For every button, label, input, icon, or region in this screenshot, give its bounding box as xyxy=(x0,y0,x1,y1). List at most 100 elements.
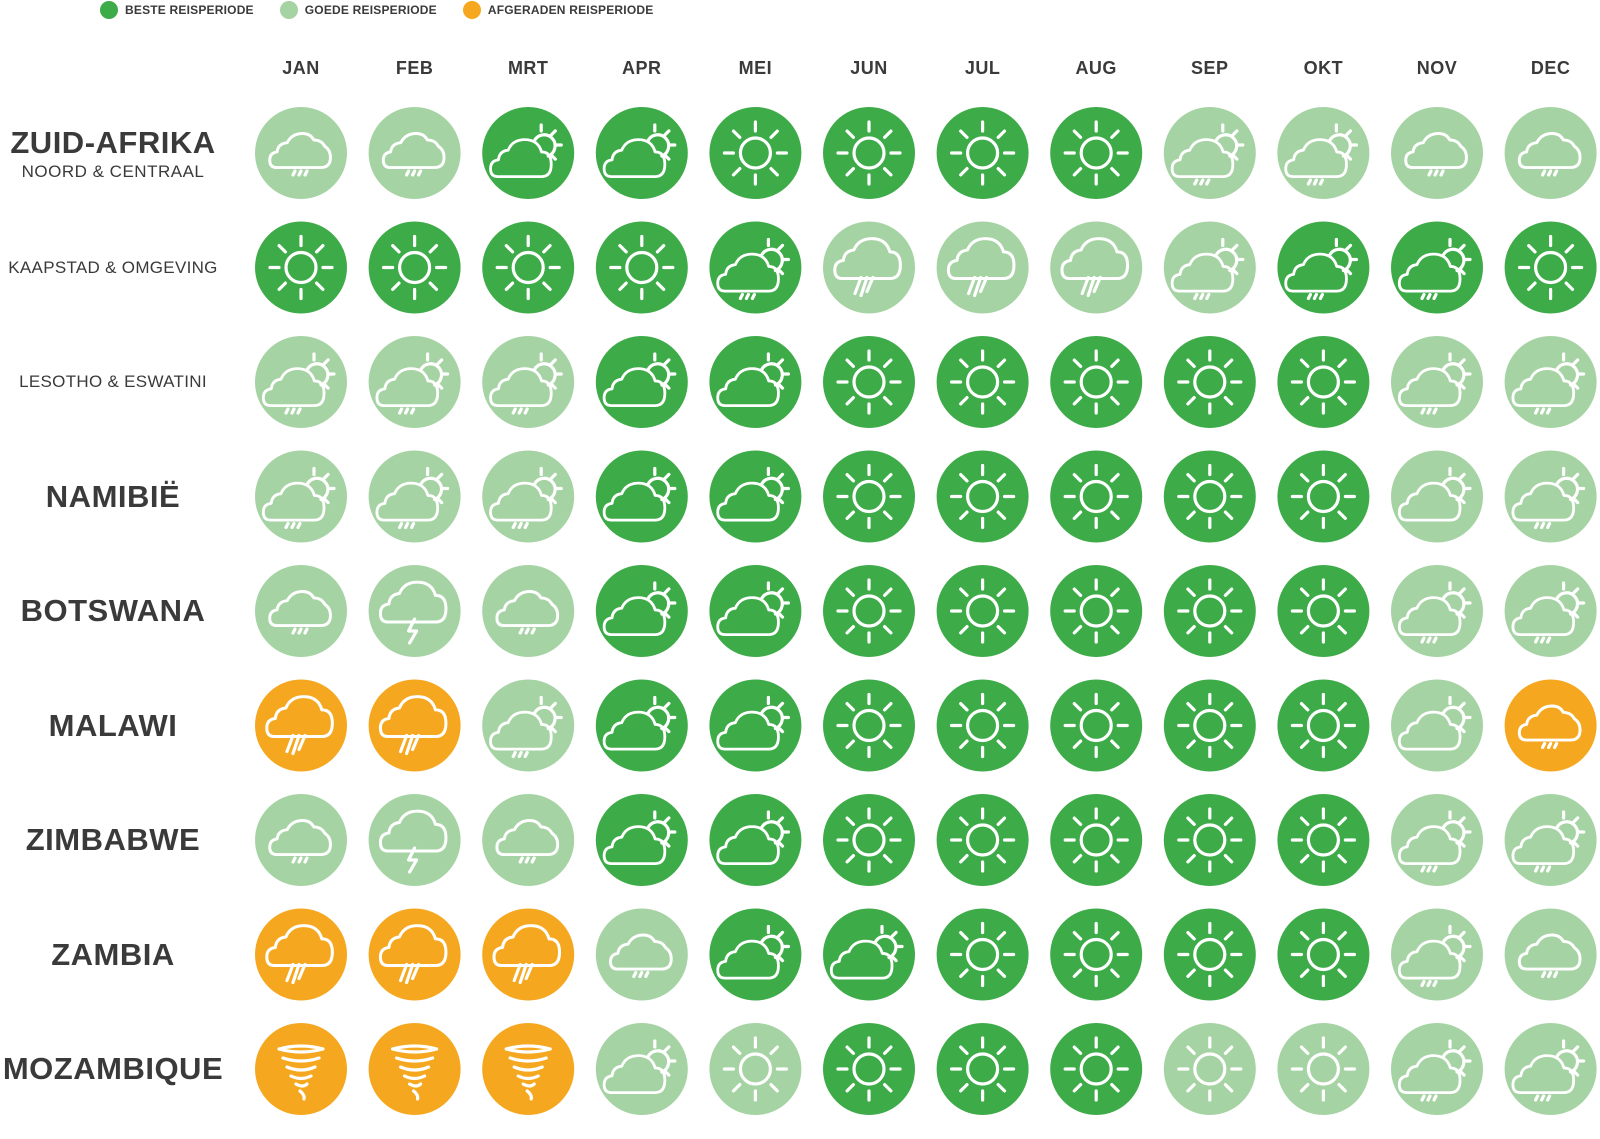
cell-goede xyxy=(1163,1023,1256,1115)
rating-circle xyxy=(482,336,575,428)
cell-beste xyxy=(709,565,802,657)
month-label-feb: FEB xyxy=(395,58,434,78)
sun-cloud-rain-icon xyxy=(716,237,791,301)
rating-circle xyxy=(1163,107,1256,199)
region-name: KAAPSTAD & OMGEVING xyxy=(8,257,218,277)
rating-circle xyxy=(482,679,575,772)
sun-cloud-rain-icon xyxy=(489,695,563,759)
cell-beste xyxy=(1050,908,1143,1001)
rating-circle xyxy=(709,908,802,1001)
cell-beste xyxy=(1163,565,1256,657)
sun-icon xyxy=(268,234,334,301)
cell-beste xyxy=(1163,336,1256,428)
sun-cloud-rain-icon xyxy=(375,466,450,530)
sun-cloud-icon xyxy=(602,352,677,408)
sun-icon xyxy=(949,692,1016,759)
cell-beste xyxy=(936,679,1029,772)
cell-goede xyxy=(1163,221,1256,314)
sun-cloud-rain-icon xyxy=(375,352,450,415)
cloud-rain-icon xyxy=(381,132,446,177)
sun-icon xyxy=(1063,692,1129,759)
month-label-jun: JUN xyxy=(850,58,888,78)
rating-circle xyxy=(1504,336,1597,428)
cell-goede xyxy=(255,107,347,199)
sun-icon xyxy=(949,921,1016,988)
cell-beste xyxy=(368,221,461,314)
rating-circle xyxy=(1391,565,1483,657)
sun-icon xyxy=(1290,692,1357,759)
cell-beste xyxy=(936,107,1029,199)
sun-icon xyxy=(1063,463,1129,530)
rating-circle xyxy=(823,221,915,314)
cell-beste xyxy=(1277,565,1370,657)
sun-cloud-icon xyxy=(1397,695,1472,751)
region-name: NAMIBIË xyxy=(45,478,181,514)
rating-circle xyxy=(482,908,575,1001)
rating-circle xyxy=(595,794,688,886)
rating-circle xyxy=(595,565,688,657)
cell-beste xyxy=(823,450,915,543)
rating-circle xyxy=(1504,107,1597,199)
cell-goede xyxy=(1391,336,1483,428)
sun-icon xyxy=(1290,807,1357,873)
cell-goede xyxy=(368,450,461,543)
cloud-rain-icon xyxy=(268,819,332,864)
cell-beste xyxy=(1050,336,1143,428)
rating-circle xyxy=(368,107,461,199)
rating-circle xyxy=(709,221,802,314)
rating-circle xyxy=(936,221,1029,314)
rating-circle xyxy=(1504,450,1597,543)
legend-label-beste: BESTE REISPERIODE xyxy=(125,3,254,17)
sun-icon xyxy=(1177,578,1243,644)
region-name: MOZAMBIQUE xyxy=(2,1051,224,1086)
cell-goede xyxy=(368,565,461,657)
rating-circle xyxy=(1277,107,1370,199)
sun-cloud-icon xyxy=(602,123,677,179)
sun-icon xyxy=(1517,234,1584,301)
sun-cloud-rain-icon xyxy=(1511,352,1586,415)
month-label-jul: JUL xyxy=(964,58,1001,78)
cell-goede xyxy=(1504,565,1597,657)
cell-afgeraden xyxy=(255,908,347,1001)
cell-goede xyxy=(1504,107,1597,199)
sun-cloud-rain-icon xyxy=(1170,237,1245,301)
cell-beste xyxy=(595,221,688,314)
cell-goede xyxy=(368,794,461,886)
cell-beste xyxy=(1277,908,1370,1001)
cell-beste xyxy=(595,107,688,199)
cell-beste xyxy=(255,221,347,314)
cell-afgeraden xyxy=(482,908,575,1001)
sun-icon xyxy=(1177,1036,1243,1102)
cell-beste xyxy=(1050,450,1143,543)
rating-circle xyxy=(255,565,347,657)
cell-beste xyxy=(1277,450,1370,543)
region-name: BOTSWANA xyxy=(20,593,206,628)
rating-circle xyxy=(595,679,688,772)
region-name: ZUID-AFRIKA xyxy=(10,124,216,160)
sun-cloud-rain-icon xyxy=(1397,237,1472,301)
sun-icon xyxy=(836,1036,902,1102)
rating-circle xyxy=(1391,450,1483,543)
region-subtitle: NOORD & CENTRAAL xyxy=(21,161,205,181)
cell-beste xyxy=(595,794,688,886)
cell-beste xyxy=(1050,794,1143,886)
sun-icon xyxy=(836,578,902,644)
cell-goede xyxy=(1163,107,1256,199)
sun-cloud-rain-icon xyxy=(489,466,563,530)
region-label: MOZAMBIQUE xyxy=(0,1029,226,1109)
rating-circle xyxy=(1163,221,1256,314)
sun-cloud-icon xyxy=(716,581,791,637)
sun-icon xyxy=(382,234,448,301)
region-label: NAMIBIË xyxy=(0,457,226,537)
region-name: ZIMBABWE xyxy=(25,822,201,857)
sun-icon xyxy=(1063,921,1129,988)
cell-beste xyxy=(1277,221,1370,314)
cell-beste xyxy=(936,336,1029,428)
sun-icon xyxy=(1063,1036,1129,1102)
sun-icon xyxy=(949,463,1016,530)
rating-circle xyxy=(482,794,575,886)
cell-beste xyxy=(823,565,915,657)
sun-icon xyxy=(836,692,902,759)
region-label: ZIMBABWE xyxy=(0,800,226,880)
cloud-heavy-rain-icon xyxy=(946,237,1016,298)
